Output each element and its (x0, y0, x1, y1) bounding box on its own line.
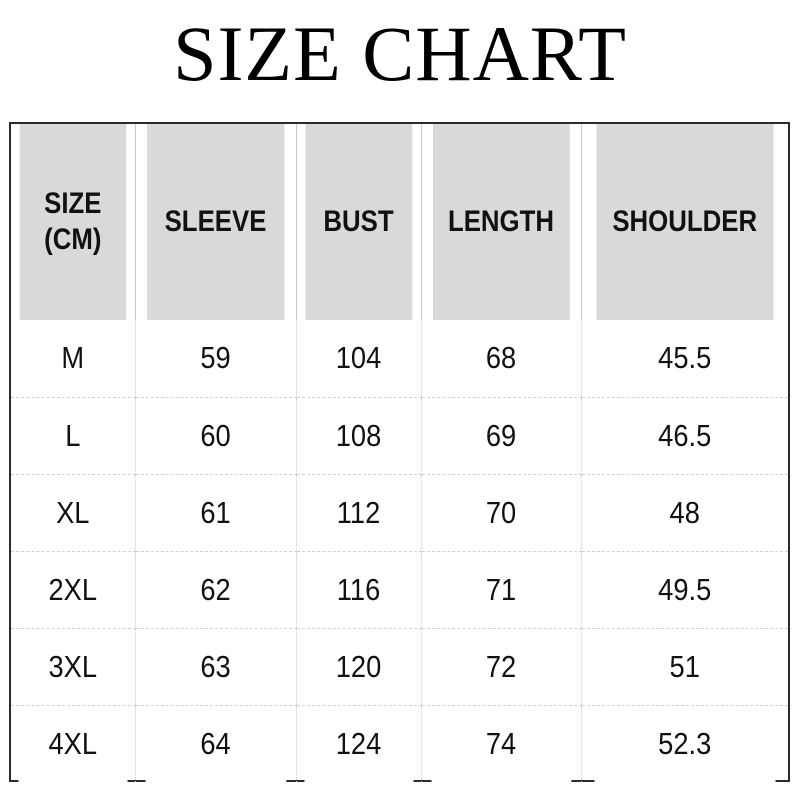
cell-size: 4XL (18, 704, 128, 782)
cell-length: 70 (430, 473, 572, 551)
column-header-shoulder: SHOULDER (595, 124, 774, 320)
cell-sleeve: 61 (144, 473, 287, 551)
cell-shoulder: 46.5 (593, 396, 776, 474)
table-row: 3XL 63 120 72 51 (11, 627, 788, 705)
column-header-size-line1: SIZE (44, 187, 102, 220)
cell-shoulder: 49.5 (593, 550, 776, 628)
cell-shoulder: 45.5 (593, 320, 776, 397)
cell-bust: 116 (303, 550, 414, 628)
table-row: XL 61 112 70 48 (11, 473, 788, 551)
cell-bust: 120 (303, 627, 414, 705)
cell-length: 69 (430, 396, 572, 474)
column-header-sleeve: SLEEVE (146, 124, 286, 320)
table-row: 4XL 64 124 74 52.3 (11, 704, 788, 782)
cell-length: 74 (430, 704, 572, 782)
cell-length: 68 (430, 320, 572, 397)
cell-sleeve: 64 (144, 704, 287, 782)
cell-shoulder: 48 (593, 473, 776, 551)
table-body: M 59 104 68 45.5 L 60 108 69 46.5 XL 61 … (11, 320, 788, 782)
cell-shoulder: 51 (593, 627, 776, 705)
cell-size: XL (18, 473, 128, 551)
cell-size: 3XL (18, 627, 128, 705)
table-header: SIZE (CM) SLEEVE BUST LENGTH SHOULDER (11, 124, 788, 320)
cell-sleeve: 62 (144, 550, 287, 628)
cell-length: 72 (430, 627, 572, 705)
size-chart-table-container: SIZE (CM) SLEEVE BUST LENGTH SHOULDER M … (9, 122, 790, 782)
header-row: SIZE (CM) SLEEVE BUST LENGTH SHOULDER (11, 124, 788, 320)
page-title: SIZE CHART (173, 10, 627, 97)
table-row: 2XL 62 116 71 49.5 (11, 550, 788, 628)
cell-length: 71 (430, 550, 572, 628)
table-row: L 60 108 69 46.5 (11, 396, 788, 474)
column-header-length: LENGTH (432, 124, 571, 320)
cell-size: M (18, 320, 128, 397)
cell-bust: 112 (303, 473, 414, 551)
size-chart-table: SIZE (CM) SLEEVE BUST LENGTH SHOULDER M … (11, 124, 788, 782)
cell-bust: 124 (303, 704, 414, 782)
column-header-bust: BUST (304, 124, 413, 320)
cell-bust: 104 (303, 320, 414, 397)
cell-size: L (18, 396, 128, 474)
cell-size: 2XL (18, 550, 128, 628)
table-row: M 59 104 68 45.5 (11, 320, 788, 397)
cell-sleeve: 59 (144, 320, 287, 397)
cell-shoulder: 52.3 (593, 704, 776, 782)
cell-sleeve: 63 (144, 627, 287, 705)
column-header-size-line2: (CM) (44, 223, 102, 256)
cell-sleeve: 60 (144, 396, 287, 474)
cell-bust: 108 (303, 396, 414, 474)
column-header-size: SIZE (CM) (19, 124, 127, 320)
